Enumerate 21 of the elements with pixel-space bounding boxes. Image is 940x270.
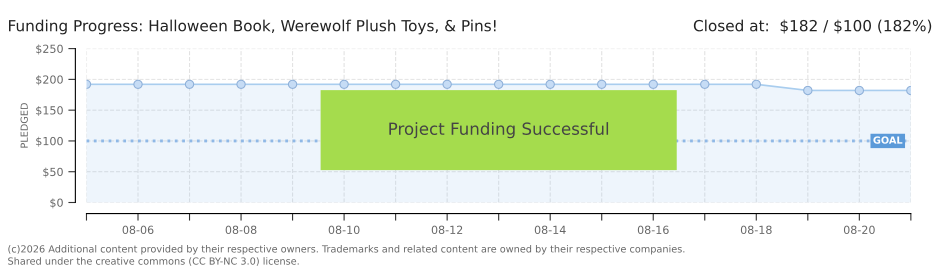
x-tick-label: 08-18 [740,226,772,234]
text: (c)2026 Additional content provided by their respective owners. Trademarks and related content are owned by their respective companies. [8,245,684,254]
ref-line-label: GOAL [873,136,902,144]
x-tick-label: 08-10 [328,226,360,234]
x-tick-label: 08-12 [432,226,462,234]
y-tick-label: $250 [36,44,63,54]
x-tick-label: 08-14 [534,226,566,234]
x-tick-label: 08-06 [122,226,154,234]
annotation: Project Funding Successful [389,122,608,138]
y-tick-label: $100 [36,136,63,147]
text: Shared under the creative commons (CC BY-NC 3.0) license. [8,257,299,266]
y-axis-title: PLEDGED [20,103,28,148]
x-tick-label: 08-16 [638,226,669,234]
x-tick-label: 08-08 [226,226,256,234]
y-tick-label: $150 [36,106,63,116]
chart-title: Funding Progress: Halloween Book, Werewolf Plush Toys, & Pins! [9,20,496,34]
y-tick-label: $50 [43,168,63,178]
y-tick-label: $0 [50,198,63,208]
y-tick-label: $200 [36,75,63,86]
x-tick-label: 08-20 [844,226,875,234]
chart-subtitle: Closed at: $182 / $100 (182%) [694,20,932,34]
